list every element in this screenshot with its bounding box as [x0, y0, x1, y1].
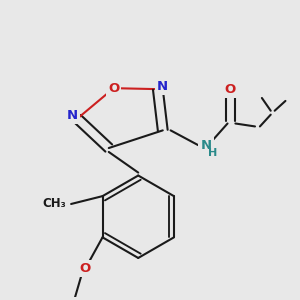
Text: N: N — [157, 80, 168, 93]
Text: CH₃: CH₃ — [43, 197, 66, 211]
Text: H: H — [208, 148, 218, 158]
Text: N: N — [200, 139, 211, 152]
Text: N: N — [67, 109, 78, 122]
Text: O: O — [108, 82, 119, 95]
Text: O: O — [79, 262, 91, 275]
Text: O: O — [225, 82, 236, 96]
